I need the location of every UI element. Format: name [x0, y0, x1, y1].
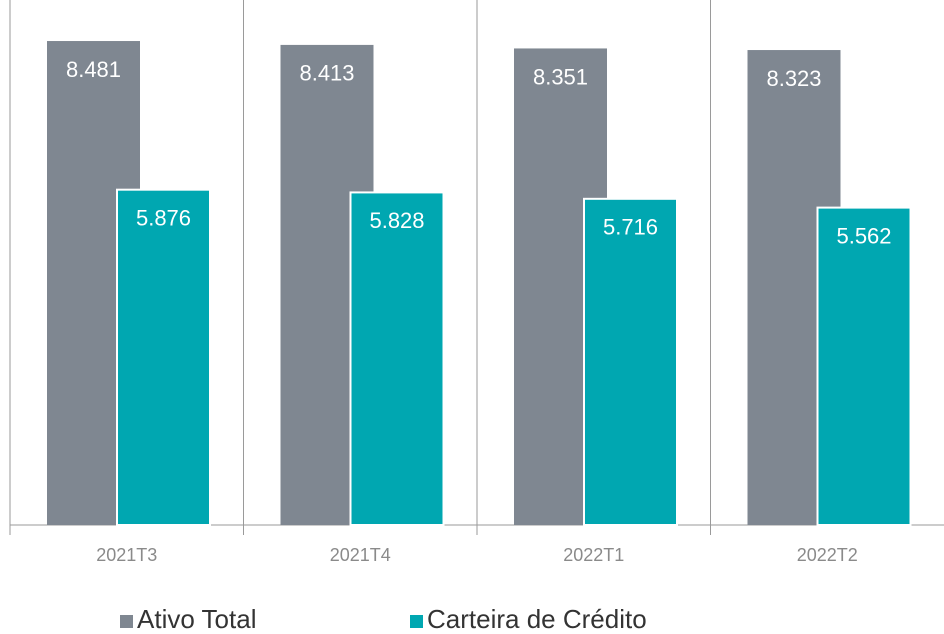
legend-swatch	[120, 615, 133, 628]
x-tick-label: 2022T1	[563, 545, 624, 565]
value-label: 5.716	[603, 215, 658, 240]
value-label: 8.413	[299, 61, 354, 86]
value-label: 5.876	[136, 205, 191, 230]
value-label: 8.481	[66, 57, 121, 82]
value-label: 5.828	[369, 208, 424, 233]
x-tick-label: 2022T2	[797, 545, 858, 565]
legend-label: Carteira de Crédito	[427, 604, 647, 634]
x-tick-label: 2021T4	[330, 545, 391, 565]
bar	[116, 188, 211, 526]
value-label: 8.351	[533, 64, 588, 89]
value-label: 5.562	[836, 223, 891, 248]
bar	[816, 206, 912, 526]
x-tick-label: 2021T3	[96, 545, 157, 565]
bar	[583, 197, 678, 526]
bar	[349, 191, 445, 526]
legend-label: Ativo Total	[137, 604, 256, 634]
value-label: 8.323	[766, 66, 821, 91]
legend-swatch	[410, 615, 423, 628]
